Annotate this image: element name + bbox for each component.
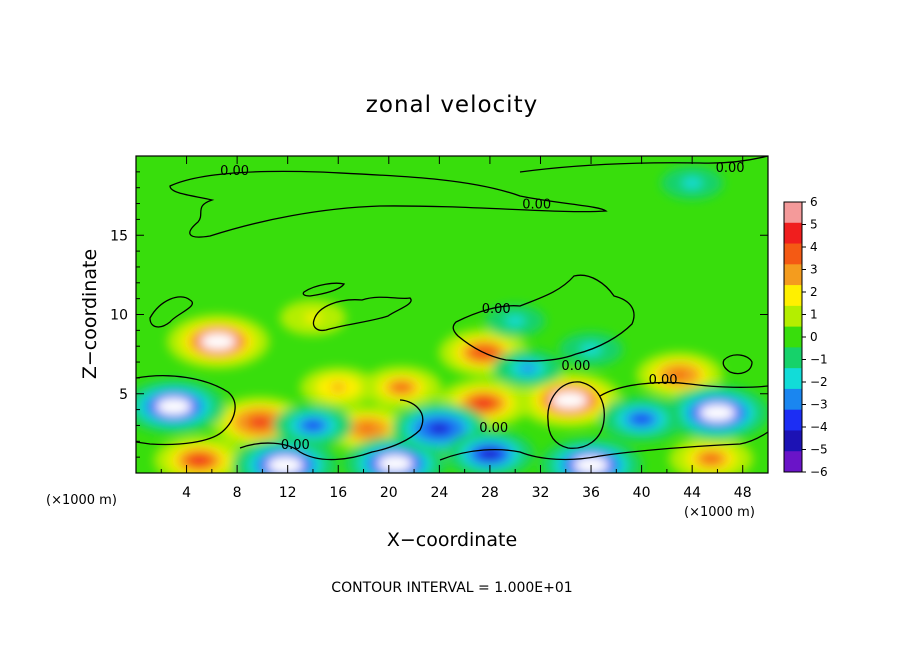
colorbar-segment-2 bbox=[784, 243, 802, 265]
contour-label-3: 0.00 bbox=[482, 302, 511, 317]
field-blob-17 bbox=[599, 396, 684, 442]
field-blob-6 bbox=[361, 366, 442, 409]
field-blob-14 bbox=[233, 437, 338, 473]
x-tick-label-7: 32 bbox=[532, 485, 550, 501]
contour-line-lower-right bbox=[439, 431, 768, 461]
colorbar-label-12: −6 bbox=[810, 465, 828, 479]
x-axis: 4 8 12 16 20 24 28 32 36 40 44 48 bbox=[160, 156, 752, 501]
x-tick-label-6: 28 bbox=[481, 485, 499, 501]
colorbar-label-5: 1 bbox=[810, 308, 818, 322]
field-blob-25 bbox=[273, 404, 353, 447]
field-blob-12 bbox=[279, 299, 346, 336]
x-tick-label-9: 40 bbox=[633, 485, 651, 501]
colorbar-segment-11 bbox=[784, 430, 802, 452]
contour-line-lower-band bbox=[136, 375, 236, 446]
colorbar-segment-12 bbox=[784, 451, 802, 473]
x-tick-label-3: 16 bbox=[329, 485, 347, 501]
colorbar-label-2: 4 bbox=[810, 240, 818, 254]
contour-label-4: 0.00 bbox=[561, 359, 590, 374]
colorbar-label-0: 6 bbox=[810, 195, 818, 209]
contour-line-right-cloud bbox=[452, 274, 635, 362]
field-blob-9 bbox=[300, 367, 377, 408]
contour-label-2: 0.00 bbox=[522, 197, 551, 212]
colorbar-segment-0 bbox=[784, 202, 802, 224]
colorbar-label-9: −3 bbox=[810, 398, 828, 412]
colorbar-segment-6 bbox=[784, 326, 802, 348]
contour-label-6: 0.00 bbox=[479, 421, 508, 436]
colorbar-segment-10 bbox=[784, 409, 802, 431]
field-blob-11 bbox=[669, 436, 754, 473]
y-tick-label-2: 15 bbox=[110, 228, 128, 244]
y-axis: 5 10 15 bbox=[110, 171, 768, 458]
colorbar-label-6: 0 bbox=[810, 330, 818, 344]
zero-contours bbox=[136, 156, 768, 461]
colorbar-segment-7 bbox=[784, 347, 802, 369]
contour-line-lower-mid bbox=[239, 399, 424, 461]
x-tick-label-8: 36 bbox=[582, 485, 600, 501]
colorbar-label-4: 2 bbox=[810, 285, 818, 299]
contour-line-upper bbox=[169, 170, 608, 238]
colorbar-label-11: −5 bbox=[810, 443, 828, 457]
x-axis-title: X−coordinate bbox=[387, 529, 517, 551]
colorbar-segment-3 bbox=[784, 264, 802, 286]
contour-line-mid-cloud bbox=[312, 296, 412, 332]
velocity-field bbox=[136, 166, 768, 473]
colorbar-label-10: −4 bbox=[810, 420, 828, 434]
field-blob-8 bbox=[154, 436, 245, 473]
colorbar-segment-1 bbox=[784, 222, 802, 245]
colorbar-label-7: −1 bbox=[810, 353, 828, 367]
colorbar-segment-8 bbox=[784, 368, 802, 390]
contour-line-low-right bbox=[599, 381, 768, 397]
field-blob-10 bbox=[636, 351, 723, 398]
x-tick-label-4: 20 bbox=[380, 485, 398, 501]
y-tick-label-1: 10 bbox=[110, 308, 128, 324]
x-tick-label-11: 48 bbox=[734, 485, 752, 501]
contour-interval-note: CONTOUR INTERVAL = 1.000E+01 bbox=[331, 580, 572, 596]
chart-title: zonal velocity bbox=[366, 92, 538, 118]
field-blob-13 bbox=[136, 379, 225, 434]
plot-area: 0.00 0.00 0.00 0.00 0.00 0.00 0.00 0.00 bbox=[136, 156, 768, 473]
contour-line-left-cloud bbox=[149, 296, 193, 328]
field-blob-22 bbox=[485, 304, 546, 338]
contour-label-0: 0.00 bbox=[220, 164, 249, 179]
contour-label-1: 0.00 bbox=[716, 161, 745, 176]
colorbar-label-3: 3 bbox=[810, 263, 818, 277]
colorbar: 6 5 4 3 2 1 0 −1 −2 −3 −4 −5 −6 bbox=[783, 195, 828, 479]
contour-label-5: 0.00 bbox=[649, 373, 678, 388]
field-blob-4 bbox=[517, 372, 622, 428]
x-tick-label-0: 4 bbox=[182, 485, 191, 501]
field-blob-20 bbox=[492, 349, 563, 388]
contour-line-center-ring bbox=[547, 381, 605, 449]
contour-label-7: 0.00 bbox=[281, 438, 310, 453]
field-blob-0 bbox=[167, 314, 270, 369]
colorbar-label-1: 5 bbox=[810, 218, 818, 232]
colorbar-segment-4 bbox=[784, 285, 802, 307]
field-blob-16 bbox=[665, 385, 768, 441]
colorbar-label-8: −2 bbox=[810, 375, 828, 389]
x-tick-label-1: 8 bbox=[233, 485, 242, 501]
contour-labels: 0.00 0.00 0.00 0.00 0.00 0.00 0.00 0.00 bbox=[220, 161, 744, 453]
field-blob-15 bbox=[344, 436, 447, 473]
field-blob-24 bbox=[445, 430, 535, 473]
y-tick-label-0: 5 bbox=[119, 387, 128, 403]
field-blob-23 bbox=[661, 166, 724, 200]
x-tick-label-10: 44 bbox=[683, 485, 701, 501]
contour-line-small-cloud bbox=[302, 282, 346, 297]
x-tick-label-2: 12 bbox=[279, 485, 297, 501]
z-unit-label: (×1000 m) bbox=[46, 493, 117, 508]
x-unit-label: (×1000 m) bbox=[684, 505, 755, 520]
colorbar-segment-9 bbox=[784, 388, 802, 411]
colorbar-segment-5 bbox=[784, 305, 802, 328]
contour-line-small-right bbox=[722, 354, 753, 375]
contour-line-top-right bbox=[519, 156, 768, 173]
x-tick-label-5: 24 bbox=[430, 485, 448, 501]
y-axis-title: Z−coordinate bbox=[79, 249, 101, 379]
